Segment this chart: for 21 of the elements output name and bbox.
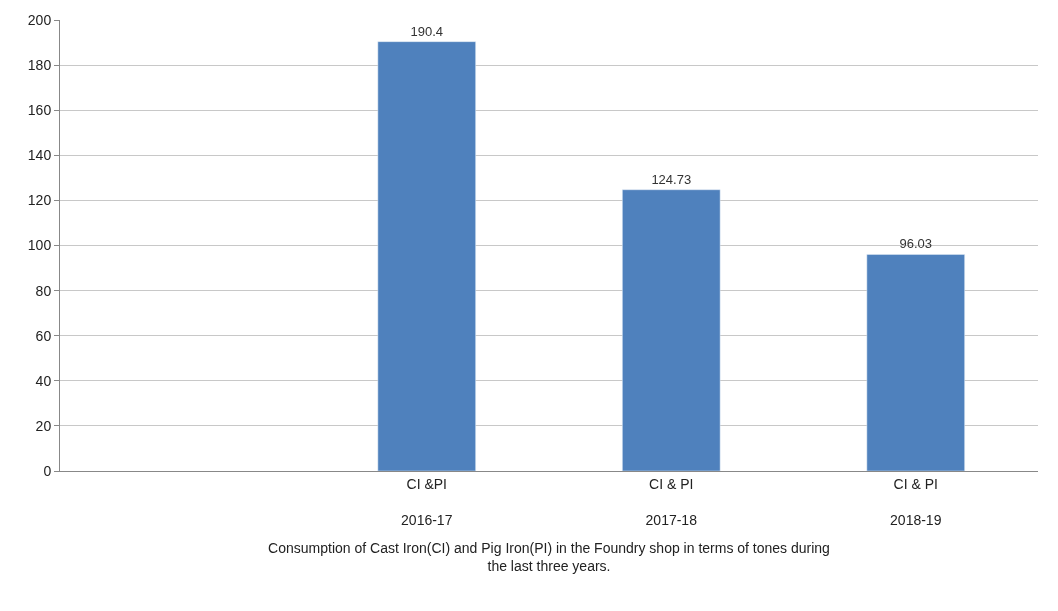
y-tick-label: 180 — [27, 57, 52, 73]
category-label: CI &PI 2016-17 — [401, 475, 453, 529]
category-label: CI & PI 2018-19 — [890, 475, 942, 529]
x-axis-title: Consumption of Cast Iron(CI) and Pig Iron(PI) in the Foundry shop in terms of tones during the last three years. — [268, 539, 830, 574]
y-tick-label: 200 — [27, 11, 52, 28]
data-label: 190.4 — [410, 23, 444, 39]
y-tick-label: 0 — [43, 462, 52, 479]
y-tick-label: 120 — [27, 192, 52, 209]
y-tick-label: 140 — [27, 147, 52, 164]
data-label: 96.03 — [899, 236, 933, 252]
y-tick-label: 80 — [35, 282, 52, 299]
bar — [377, 41, 476, 471]
y-tick-label: 60 — [35, 327, 52, 344]
y-tick-label: 100 — [27, 237, 52, 254]
category-label: CI & PI 2017-18 — [645, 475, 697, 529]
y-tick-label: 160 — [27, 102, 52, 119]
bar — [866, 254, 965, 471]
y-tick-label: 40 — [35, 372, 52, 389]
y-tick-label: 20 — [35, 417, 52, 434]
data-label: 124.73 — [651, 171, 692, 187]
bar — [622, 189, 721, 471]
